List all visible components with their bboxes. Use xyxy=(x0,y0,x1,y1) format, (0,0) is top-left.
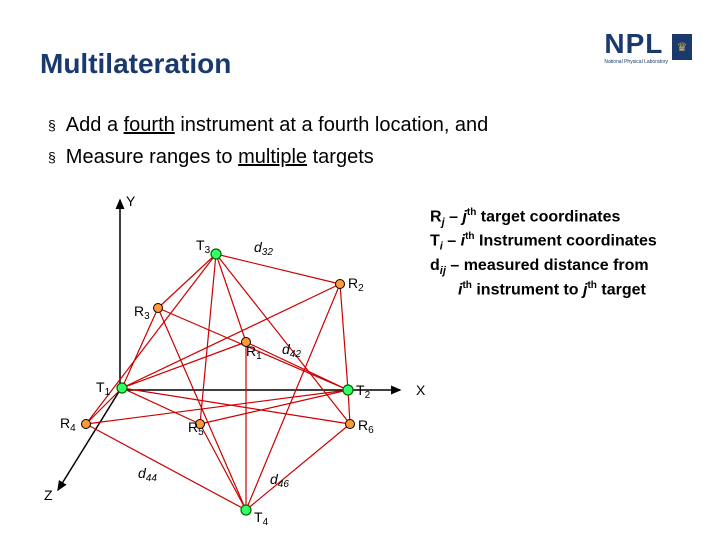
svg-text:T2: T2 xyxy=(356,382,371,401)
svg-text:R6: R6 xyxy=(358,417,374,436)
svg-text:X: X xyxy=(416,382,426,398)
bullet-list: § Add a fourth instrument at a fourth lo… xyxy=(48,110,488,174)
bullet-text: instrument at a fourth location, and xyxy=(175,114,489,136)
svg-text:d44: d44 xyxy=(138,465,157,484)
logo-crest-icon: ♛ xyxy=(672,34,692,60)
bullet-underline: fourth xyxy=(124,114,175,136)
legend-text: – measured distance from xyxy=(446,257,649,274)
bullet-text: Measure ranges to xyxy=(66,146,238,168)
svg-text:Y: Y xyxy=(126,193,136,209)
svg-text:d42: d42 xyxy=(282,341,301,360)
npl-logo: NPL National Physical Laboratory ♛ xyxy=(604,28,692,65)
bullet-text: targets xyxy=(307,146,374,168)
legend-sup: th xyxy=(465,231,474,242)
bullet-item: § Measure ranges to multiple targets xyxy=(48,142,488,172)
legend-text: instrument to xyxy=(472,281,583,298)
legend-text: target coordinates xyxy=(476,208,620,225)
bullet-marker-icon: § xyxy=(48,147,56,168)
legend-sup: th xyxy=(467,207,476,218)
bullet-text: Add a xyxy=(66,114,124,136)
logo-subtitle: National Physical Laboratory xyxy=(604,60,668,65)
svg-text:R1: R1 xyxy=(246,343,262,362)
legend-text: – xyxy=(445,208,463,225)
legend-sup: th xyxy=(462,280,471,291)
legend-text: Instrument coordinates xyxy=(475,233,657,250)
svg-text:Z: Z xyxy=(44,487,53,503)
svg-text:R4: R4 xyxy=(60,415,76,434)
page-title: Multilateration xyxy=(40,48,231,80)
svg-text:R2: R2 xyxy=(348,275,364,294)
legend-text: – xyxy=(443,233,461,250)
multilateration-diagram: YXZR1R2R3R4R5R6T1T2T3T4d32d42d44d46 xyxy=(40,190,420,530)
svg-text:R3: R3 xyxy=(134,303,150,322)
bullet-item: § Add a fourth instrument at a fourth lo… xyxy=(48,110,488,140)
legend-sym: T xyxy=(430,233,440,250)
legend-sym: R xyxy=(430,208,442,225)
svg-text:T3: T3 xyxy=(196,237,211,256)
legend: Rj – jth target coordinates Ti – ith Ins… xyxy=(430,206,657,301)
legend-text: target xyxy=(597,281,646,298)
svg-text:d32: d32 xyxy=(254,239,273,258)
bullet-underline: multiple xyxy=(238,146,307,168)
svg-text:T4: T4 xyxy=(254,509,269,528)
legend-sym: d xyxy=(430,257,440,274)
logo-text: NPL xyxy=(604,28,668,60)
bullet-marker-icon: § xyxy=(48,115,56,136)
legend-sup: th xyxy=(587,280,596,291)
svg-text:T1: T1 xyxy=(96,379,111,398)
